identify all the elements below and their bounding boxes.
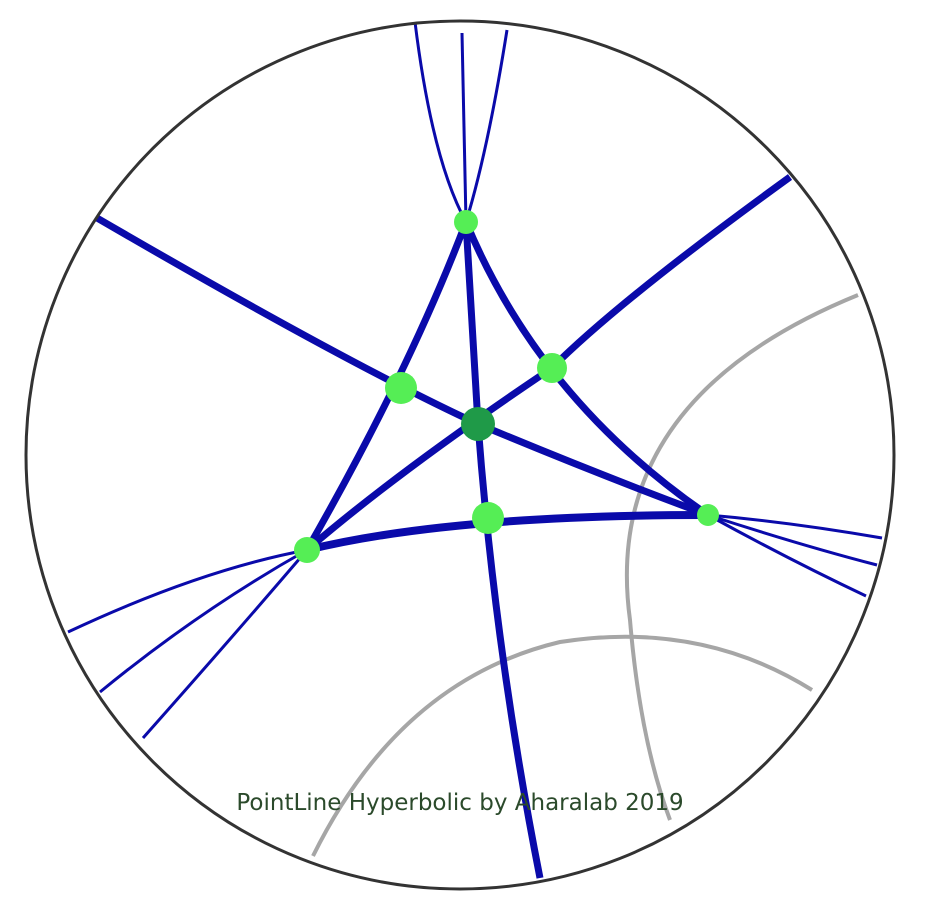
geodesic-bottomleft-fan-3 [143, 550, 307, 738]
point-bottom-midpoint[interactable] [472, 502, 504, 534]
point-right-vertex[interactable] [697, 504, 719, 526]
point-left-midpoint[interactable] [385, 372, 417, 404]
point-center[interactable] [461, 407, 495, 441]
point-bottom-left-vertex[interactable] [294, 537, 320, 563]
geodesic-edge-bottomleft-right [307, 515, 708, 550]
geodesic-right-fan-1 [708, 515, 882, 538]
disk-boundary [26, 21, 894, 889]
geodesic-median-vertical [466, 222, 540, 878]
credit-text: PointLine Hyperbolic by Aharalab 2019 [236, 790, 683, 816]
geodesic-right-fan-2 [708, 515, 877, 565]
point-top-vertex[interactable] [454, 210, 478, 234]
geodesic-top-fan-left [415, 22, 466, 222]
geodesic-top-fan-center [462, 33, 466, 222]
gray-geodesic-right [627, 295, 858, 820]
blue-geodesics [68, 22, 882, 878]
point-right-midpoint[interactable] [537, 353, 567, 383]
gray-geodesic-bottom [313, 637, 812, 856]
geodesic-top-fan-right [466, 30, 507, 222]
